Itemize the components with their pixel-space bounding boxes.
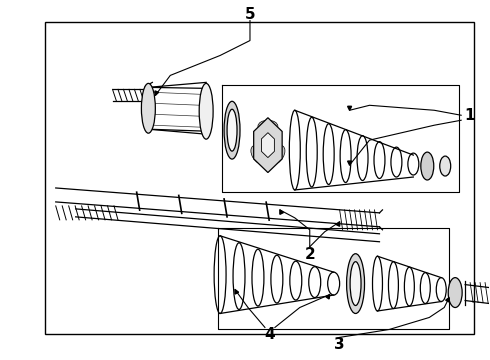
Polygon shape [347,106,352,110]
Ellipse shape [224,101,240,159]
Polygon shape [326,294,330,299]
Ellipse shape [251,145,265,164]
Polygon shape [254,118,282,172]
Text: 2: 2 [304,247,315,262]
Ellipse shape [142,84,155,133]
Text: 3: 3 [334,337,345,352]
Ellipse shape [199,84,213,139]
Polygon shape [336,222,340,226]
Text: 1: 1 [464,108,474,123]
Ellipse shape [227,109,237,151]
Text: 5: 5 [245,7,255,22]
Bar [45,22,474,334]
Ellipse shape [346,254,365,314]
Ellipse shape [448,278,462,307]
Ellipse shape [421,152,434,180]
Polygon shape [445,298,449,302]
Text: 4: 4 [265,327,275,342]
Ellipse shape [258,120,278,132]
Polygon shape [347,161,352,165]
Ellipse shape [350,262,361,306]
Polygon shape [235,289,239,294]
Polygon shape [262,133,274,158]
Polygon shape [155,91,159,95]
Ellipse shape [270,145,285,164]
Ellipse shape [440,156,451,176]
Polygon shape [280,210,283,214]
